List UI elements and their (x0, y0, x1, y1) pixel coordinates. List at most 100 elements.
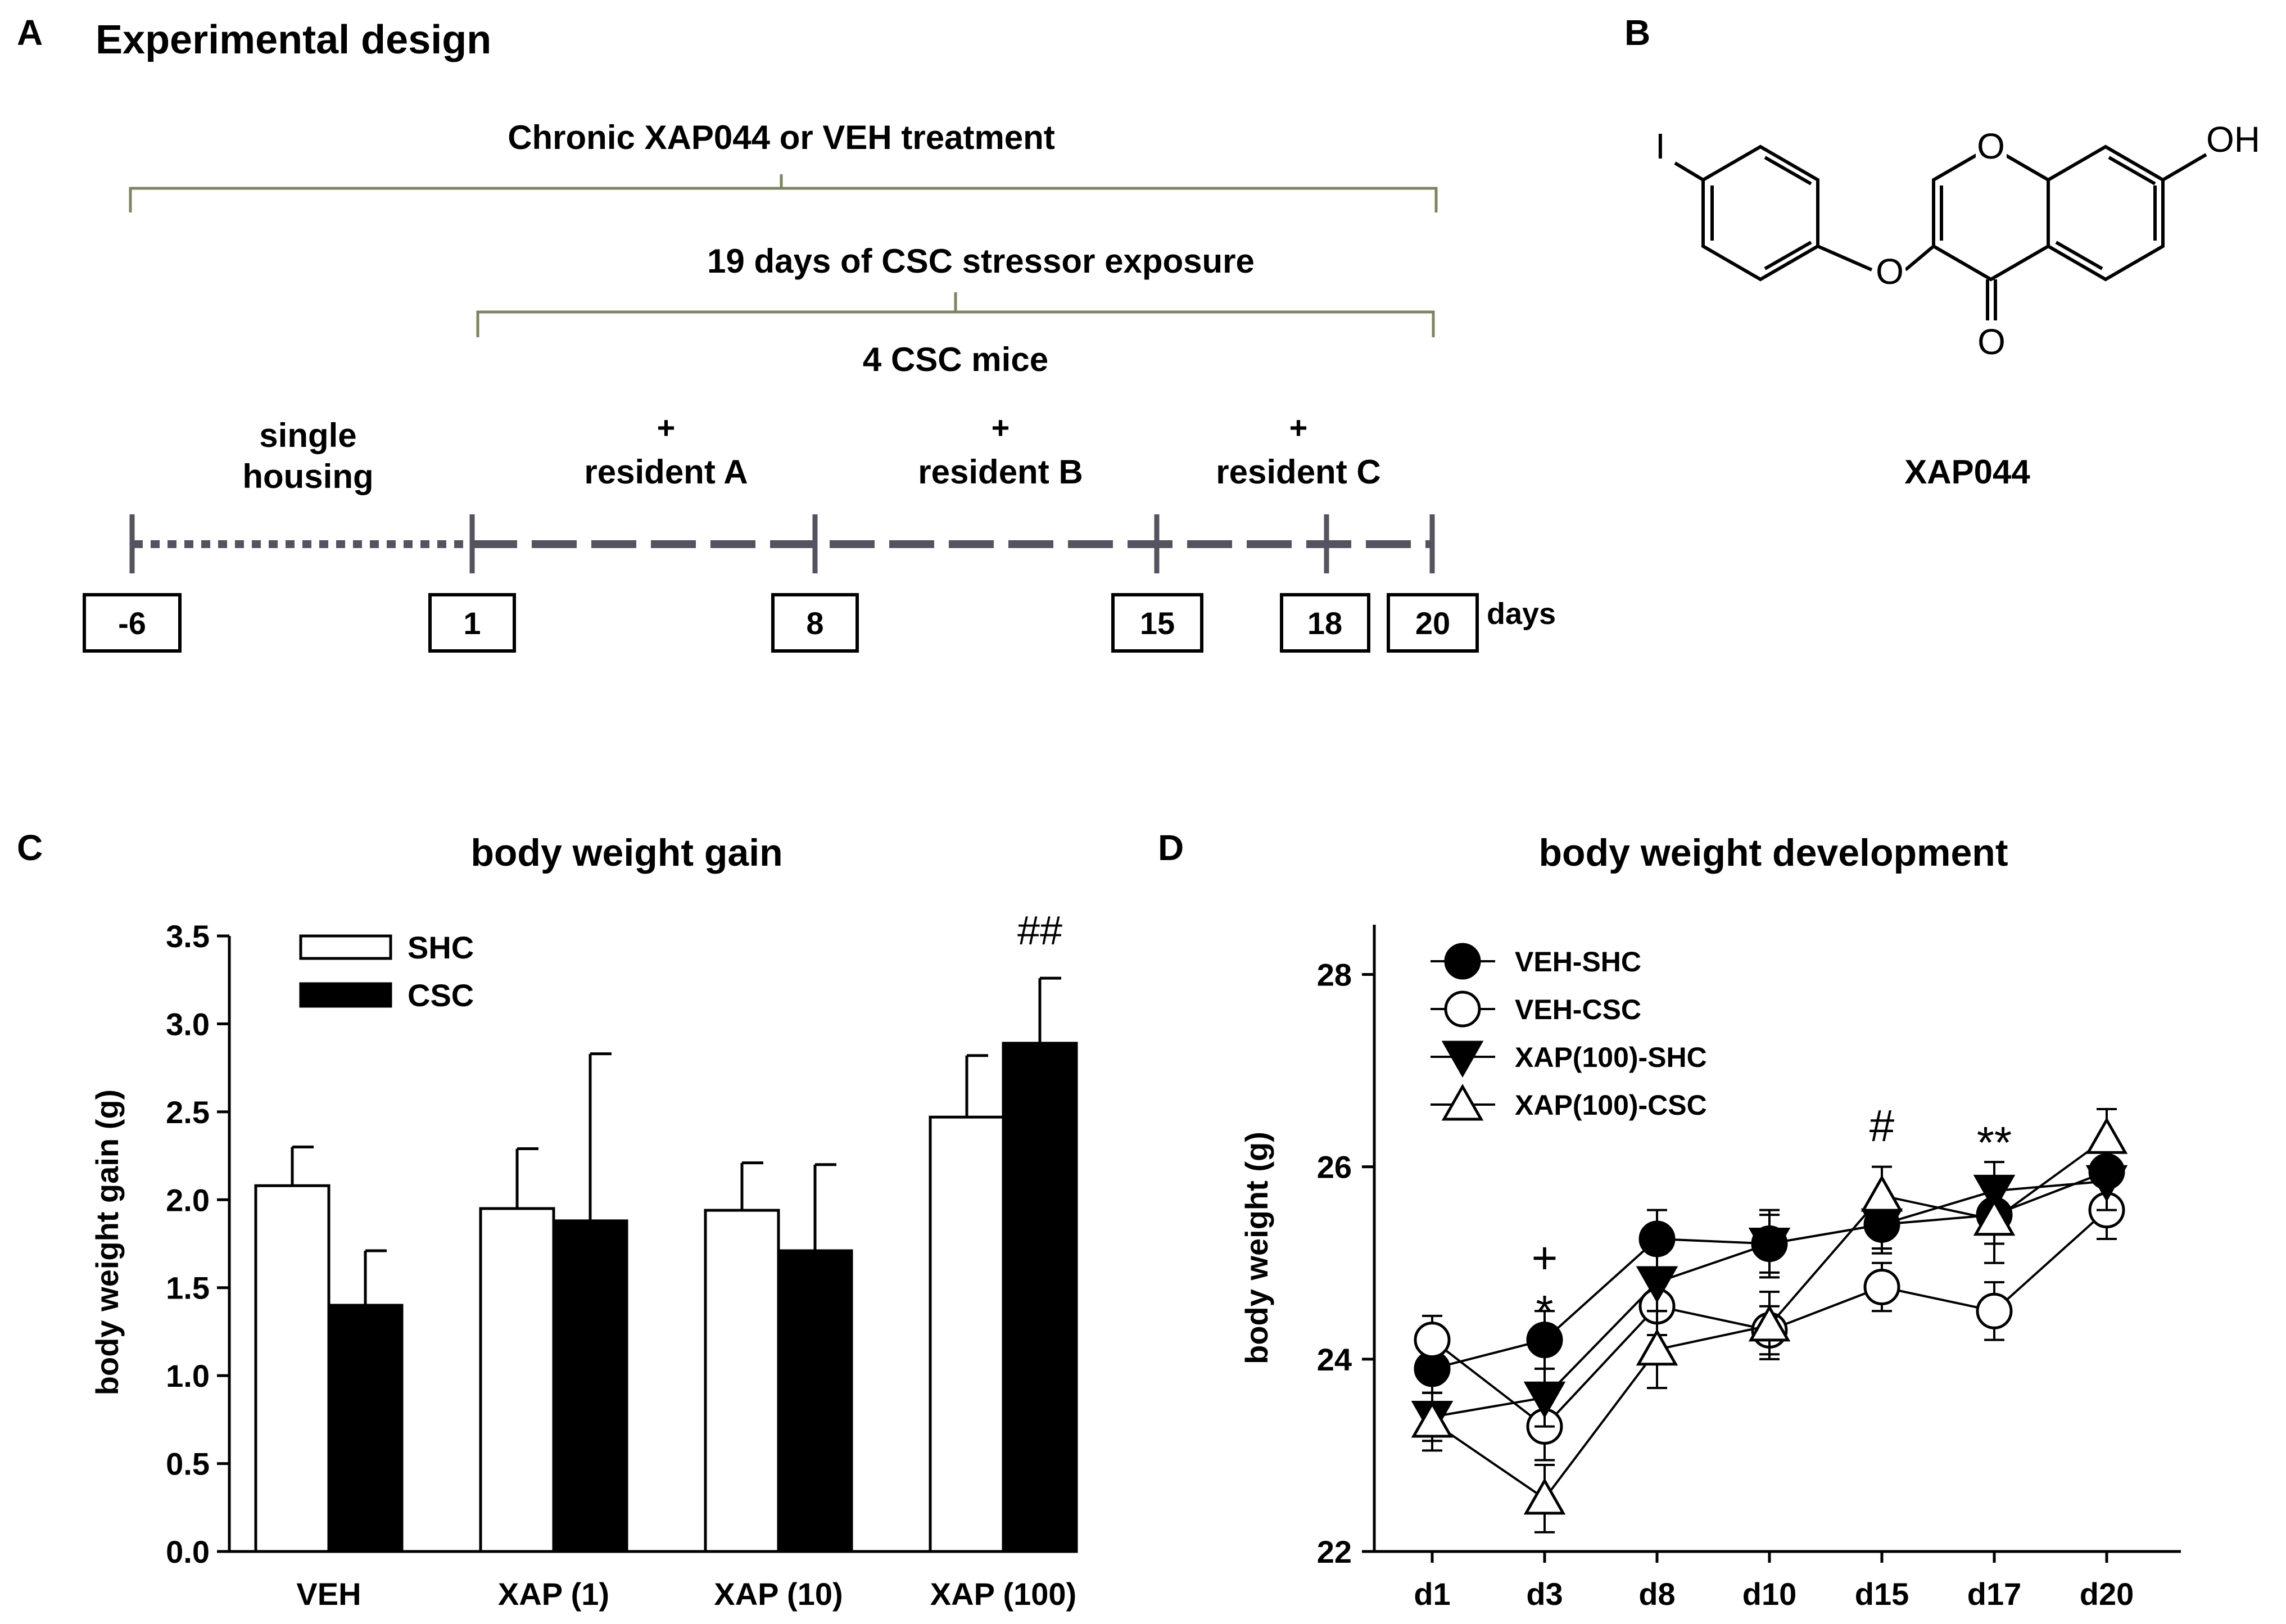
x-tick-label: d10 (1742, 1576, 1797, 1612)
x-tick-label: d15 (1855, 1576, 1909, 1612)
x-tick-label: XAP (1) (498, 1576, 609, 1612)
y-tick-label: 24 (1317, 1342, 1352, 1377)
legend-label: XAP(100)-SHC (1515, 1042, 1707, 1073)
day-box: 20 (1387, 593, 1479, 653)
y-tick-label: 1.5 (166, 1270, 210, 1306)
x-tick-label: d20 (2080, 1576, 2134, 1612)
day-label: 20 (1415, 605, 1450, 641)
legend-marker (1444, 943, 1481, 980)
chart-d-yticks: 22 24 26 28 (1317, 957, 1374, 1569)
phase-single-line2: housing (242, 458, 373, 495)
legend-label: XAP(100)-CSC (1515, 1089, 1707, 1121)
chart-d-xlabels: d1 d3 d8 d10 d15 d17 d20 (1414, 1551, 2134, 1612)
day-box: 1 (428, 593, 516, 653)
atom-o-ether: O (1876, 251, 1904, 292)
chart-c-annotation: ## (1017, 908, 1062, 953)
atom-o-ring: O (1977, 126, 2005, 166)
bar-shc (479, 1207, 555, 1553)
legend-swatch-shc (299, 934, 392, 960)
panel-c: C body weight gain body weight gain (g) … (17, 827, 1078, 1612)
timeline-ticks (129, 514, 1435, 573)
x-tick-label: XAP (10) (714, 1576, 843, 1612)
data-point (1636, 1328, 1678, 1366)
panel-d: D body weight development body weight (g… (1158, 827, 2181, 1612)
y-tick-label: 28 (1317, 957, 1352, 992)
xap044-structure (1674, 144, 2207, 320)
data-point (1636, 1266, 1678, 1303)
phase-single-line1: single (259, 417, 356, 454)
chart-c-legend: SHC CSC (299, 930, 474, 1013)
resident-c-label: resident C (1216, 453, 1380, 491)
panel-d-letter: D (1158, 827, 1184, 868)
legend-swatch-csc (299, 982, 392, 1008)
bar-csc (777, 1249, 853, 1553)
data-point (2085, 1117, 2128, 1154)
chart-c-xlabels: VEH XAP (1) XAP (10) XAP (100) (296, 1576, 1076, 1612)
day-label: 8 (806, 605, 823, 641)
y-tick-label: 2.0 (166, 1182, 210, 1218)
significance-mark: ** (1977, 1118, 2012, 1168)
brace-treatment (129, 174, 1438, 212)
days-unit-label: days (1487, 597, 1556, 631)
panel-a: A Experimental design Chronic XAP044 or … (17, 12, 1556, 653)
data-point (1523, 1477, 1566, 1515)
y-tick-label: 3.5 (166, 919, 210, 954)
x-tick-label: d17 (1967, 1576, 2022, 1612)
x-tick-label: XAP (100) (930, 1576, 1076, 1612)
panel-c-letter: C (17, 827, 43, 868)
brace-treatment-label: Chronic XAP044 or VEH treatment (508, 119, 1055, 156)
x-tick-label: d8 (1638, 1576, 1675, 1612)
bar-csc (327, 1304, 404, 1553)
significance-mark: + (1532, 1233, 1558, 1283)
legend-label-csc: CSC (408, 978, 474, 1013)
compound-name: XAP044 (1904, 453, 2030, 491)
y-tick-label: 0.0 (166, 1534, 210, 1569)
data-point (1523, 1381, 1566, 1419)
resident-a-label: resident A (584, 453, 748, 491)
data-point (1414, 1322, 1451, 1359)
resident-b-label: resident B (918, 453, 1083, 491)
data-point (1411, 1400, 1454, 1438)
plus-b: + (992, 410, 1010, 445)
panel-a-title: Experimental design (96, 17, 491, 62)
y-tick-label: 26 (1317, 1150, 1352, 1185)
data-point (1863, 1268, 1900, 1305)
day-box: 18 (1280, 593, 1370, 653)
legend-label: VEH-SHC (1515, 946, 1641, 978)
day-box: -6 (83, 593, 182, 653)
legend-label: VEH-CSC (1515, 994, 1641, 1025)
significance-mark: # (1869, 1101, 1895, 1151)
legend-label-shc: SHC (408, 930, 474, 965)
significance-mark: * (1536, 1286, 1553, 1336)
series-xap100-csc (1411, 1107, 2128, 1533)
y-tick-label: 22 (1317, 1534, 1352, 1569)
data-point (1638, 1220, 1676, 1257)
plus-a: + (657, 410, 676, 445)
chart-c-bars (254, 976, 1078, 1553)
bar-shc (254, 1184, 331, 1553)
day-box: 15 (1111, 593, 1203, 653)
y-tick-label: 0.5 (166, 1446, 210, 1482)
day-label: -6 (118, 605, 146, 641)
chart-d-annotations: +**# ** (1532, 1101, 2012, 1336)
bar-csc (1002, 1042, 1078, 1553)
panel-b-letter: B (1624, 12, 1650, 53)
atom-o-carbonyl: O (1977, 322, 2006, 362)
data-point (1748, 1304, 1791, 1342)
day-label: 18 (1307, 605, 1342, 641)
bar-csc (552, 1219, 628, 1553)
plus-c: + (1289, 410, 1308, 445)
y-tick-label: 2.5 (166, 1094, 210, 1130)
atom-oh: OH (2206, 119, 2260, 160)
chart-d-legend: VEH-SHC VEH-CSC XAP(100)-SHC XAP(100)-CSC (1431, 943, 1707, 1121)
bar-shc (929, 1115, 1005, 1553)
atom-i: I (1655, 126, 1665, 166)
y-tick-label: 3.0 (166, 1006, 210, 1042)
significance-mark: * (1760, 1230, 1778, 1280)
legend-marker (1441, 1083, 1484, 1121)
day-label: 15 (1140, 605, 1175, 641)
legend-marker (1441, 1041, 1484, 1078)
data-point (1976, 1292, 2013, 1329)
x-tick-label: d3 (1526, 1576, 1563, 1612)
